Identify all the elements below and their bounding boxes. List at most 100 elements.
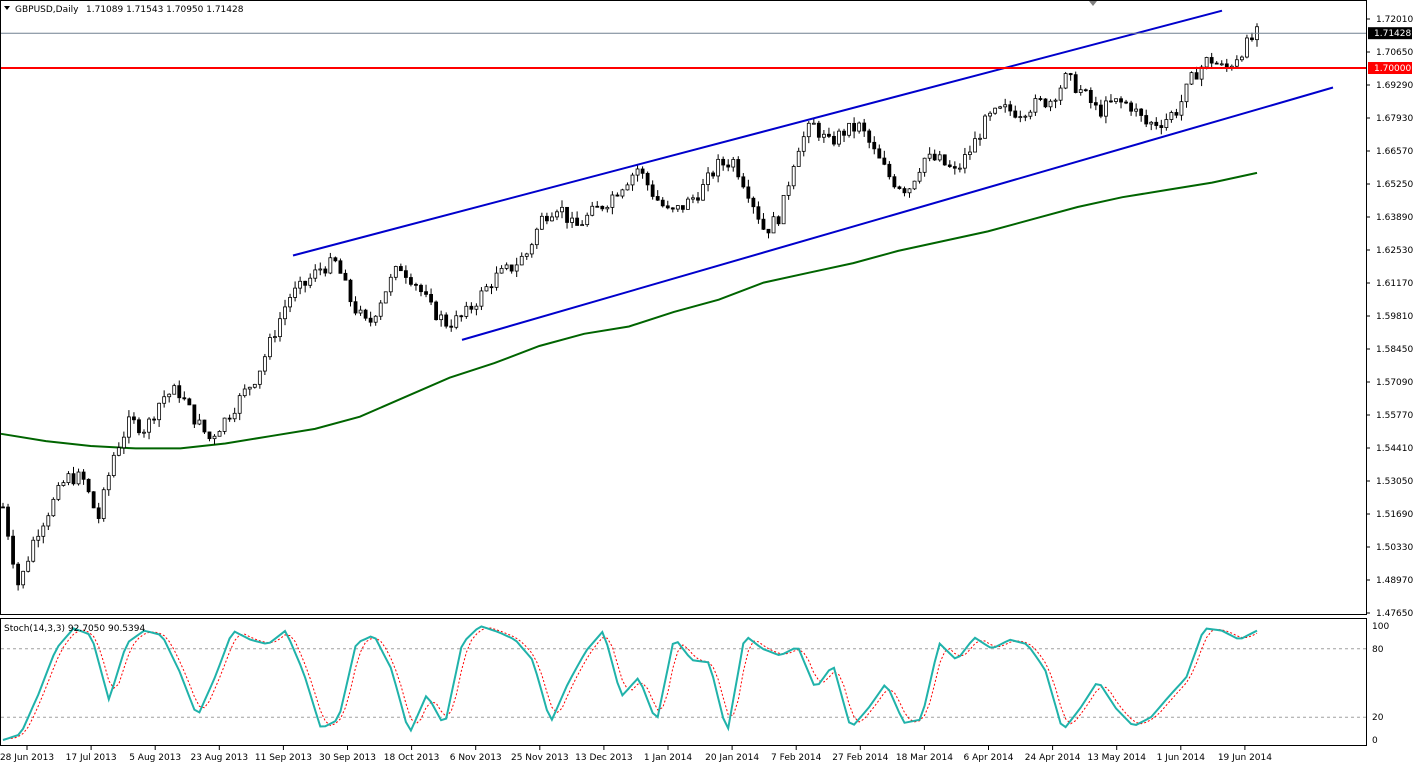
candle-body xyxy=(51,498,56,517)
candle-body xyxy=(952,166,957,169)
date-tick-label: 5 Aug 2013 xyxy=(129,753,181,763)
price-tick-label: 1.67930 xyxy=(1376,114,1413,124)
candle-body xyxy=(595,205,600,208)
candle-body xyxy=(801,136,806,152)
price-tick-label: 1.62530 xyxy=(1376,246,1413,256)
date-tick-label: 1 Jan 2014 xyxy=(644,753,692,763)
candle-body xyxy=(610,194,615,208)
candle-body xyxy=(343,272,348,281)
candle-body xyxy=(212,435,217,440)
date-tick-label: 13 Dec 2013 xyxy=(575,753,633,763)
candle-body xyxy=(247,386,252,390)
candle-body xyxy=(907,188,912,194)
candle-body xyxy=(398,266,403,272)
candle-body xyxy=(439,314,444,321)
candle-body xyxy=(444,314,449,327)
candle-body xyxy=(459,315,464,318)
candle-body xyxy=(1038,98,1043,100)
level-badge xyxy=(1368,62,1412,75)
price-tick-label: 1.57090 xyxy=(1376,378,1413,388)
candle-body xyxy=(308,277,313,286)
candle-body xyxy=(1169,112,1174,120)
date-tick-label: 18 Mar 2014 xyxy=(896,753,953,763)
candle-body xyxy=(1129,102,1133,112)
stoch-panel-frame xyxy=(0,618,1367,746)
candle-body xyxy=(852,122,857,132)
candle-body xyxy=(570,217,574,223)
candle-body xyxy=(242,388,247,397)
candle-body xyxy=(524,253,529,257)
candle-body xyxy=(147,418,151,433)
stoch-signal-line xyxy=(2,627,1258,741)
candle-body xyxy=(1179,101,1184,116)
candle-body xyxy=(368,317,373,323)
candle-body xyxy=(736,159,741,178)
price-tick-label: 1.54410 xyxy=(1376,444,1413,454)
candle-body xyxy=(1214,62,1219,65)
candle-body xyxy=(262,356,267,372)
candle-body xyxy=(665,205,670,209)
candle-body xyxy=(464,305,469,317)
candle-body xyxy=(811,122,816,125)
candle-body xyxy=(1098,104,1103,117)
candle-body xyxy=(86,478,91,493)
candle-body xyxy=(474,305,479,310)
candle-body xyxy=(217,431,222,437)
price-tick-label: 1.50330 xyxy=(1376,543,1413,553)
candle-body xyxy=(791,166,796,187)
candle-body xyxy=(973,138,977,153)
candle-body xyxy=(207,431,212,440)
candle-body xyxy=(519,255,524,266)
candle-body xyxy=(298,280,303,289)
channel-upper-line[interactable] xyxy=(292,9,1223,257)
current-price-label: 1.71428 xyxy=(1374,29,1411,39)
candle-body xyxy=(872,141,877,150)
candle-body xyxy=(1023,115,1028,118)
price-tick-label: 1.70650 xyxy=(1376,48,1413,58)
candle-body xyxy=(197,419,202,425)
candle-body xyxy=(202,419,207,433)
candle-body xyxy=(776,216,781,225)
stoch-tick-label: 0 xyxy=(1372,736,1378,746)
candle-body xyxy=(640,168,645,174)
candle-body xyxy=(424,291,428,295)
candle-body xyxy=(449,325,454,328)
stoch-axis: 100 80 20 0 xyxy=(1,622,1389,746)
candle-body xyxy=(882,157,887,165)
date-axis: 28 Jun 2013 17 Jul 2013 5 Aug 2013 23 Aug 2… xyxy=(0,746,1272,763)
candle-body xyxy=(116,447,121,456)
candle-body xyxy=(1068,73,1073,76)
candle-body xyxy=(937,154,942,161)
candle-body xyxy=(111,454,116,476)
candle-body xyxy=(796,150,801,167)
candle-body xyxy=(716,158,721,177)
date-tick-label: 25 Nov 2013 xyxy=(511,753,569,763)
channel-lower-line[interactable] xyxy=(461,86,1334,341)
candle-body xyxy=(363,309,368,319)
candle-body xyxy=(696,197,700,201)
dropdown-triangle-icon[interactable] xyxy=(4,6,10,10)
price-tick-label: 1.58450 xyxy=(1376,345,1413,355)
candle-body xyxy=(46,515,51,527)
candle-body xyxy=(66,473,71,484)
chart-symbol-label: GBPUSD,Daily xyxy=(15,5,79,15)
candle-body xyxy=(806,122,811,138)
candle-body xyxy=(11,535,15,565)
candle-body xyxy=(257,370,262,385)
candle-body xyxy=(56,485,61,500)
candle-body xyxy=(625,184,630,191)
candle-body xyxy=(565,206,569,223)
shift-marker-icon[interactable] xyxy=(1089,1,1097,6)
candle-body xyxy=(731,159,736,168)
stoch-tick-label: 100 xyxy=(1372,622,1389,632)
current-price-badge xyxy=(1368,27,1412,40)
candle-body xyxy=(756,206,761,220)
candle-body xyxy=(575,217,580,226)
date-tick-label: 23 Aug 2013 xyxy=(190,753,248,763)
date-tick-label: 6 Nov 2013 xyxy=(450,753,502,763)
candle-body xyxy=(16,563,21,586)
candle-body xyxy=(1008,104,1013,112)
candle-body xyxy=(409,277,413,285)
candle-body xyxy=(686,198,690,210)
